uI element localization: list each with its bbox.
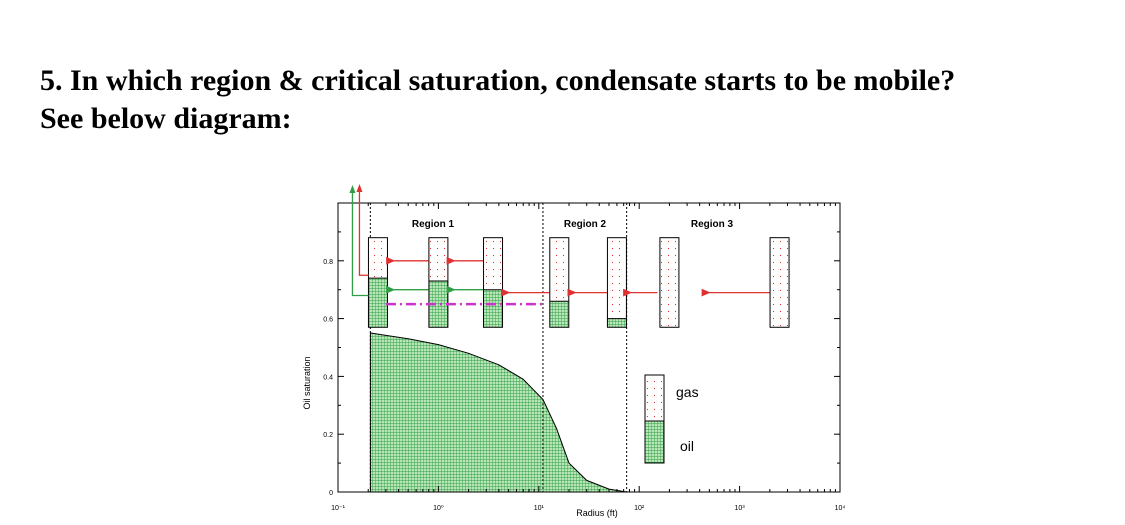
x-tick-label: 10³: [735, 505, 746, 512]
y-tick-label: 0: [329, 490, 333, 497]
cell-outline: [606, 237, 627, 328]
saturation-cell: [483, 237, 504, 328]
legend-oil-swatch: [644, 420, 665, 464]
region-label: Region 3: [691, 219, 734, 230]
legend-oil-label: oil: [680, 438, 694, 454]
cell-outline: [483, 237, 504, 328]
x-tick-label: 10⁰: [433, 504, 444, 512]
y-tick-label: 0.8: [323, 259, 333, 266]
red-exit-arrow: [358, 188, 369, 276]
region-label: Region 1: [412, 219, 455, 230]
saturation-cell: [769, 237, 790, 328]
x-tick-label: 10¹: [534, 505, 545, 512]
oil-saturation-area: [369, 332, 627, 493]
cell-gas: [607, 237, 627, 328]
saturation-cell: [606, 237, 627, 328]
x-tick-label: 10⁴: [835, 505, 846, 512]
y-tick-label: 0.4: [323, 374, 333, 381]
x-axis-ticks: 10⁻¹ 10⁰ 10¹ 10² 10³ 10⁴: [331, 203, 845, 512]
y-axis-ticks: 0 0.2 0.4 0.6 0.8: [323, 231, 840, 497]
cell-gas: [770, 237, 790, 328]
saturation-cell: [549, 237, 570, 328]
legend-gas-label: gas: [676, 384, 699, 400]
saturation-cell: [659, 237, 680, 328]
cell-oil: [607, 318, 627, 328]
red-exit-arrowhead: [356, 184, 363, 192]
cell-outline: [367, 237, 388, 328]
region-label: Region 2: [564, 219, 607, 230]
question-text: 5. In which region & critical saturation…: [40, 62, 1110, 138]
x-axis-title: Radius (ft): [576, 508, 618, 518]
cell-outline: [769, 237, 790, 328]
cell-oil: [428, 281, 448, 328]
flow-arrows: [349, 184, 770, 297]
saturation-cell: [428, 237, 449, 328]
y-axis-title: Oil saturation: [302, 356, 312, 409]
cell-oil: [549, 301, 569, 328]
cell-gas: [659, 237, 679, 328]
cell-outline: [549, 237, 570, 328]
region-labels: Region 1 Region 2 Region 3: [412, 219, 734, 230]
legend-gas-swatch: [644, 374, 665, 422]
cell-outline: [428, 237, 449, 328]
y-tick-label: 0.2: [323, 432, 333, 439]
x-tick-label: 10²: [634, 505, 645, 512]
legend: gas oil: [644, 374, 699, 464]
x-tick-label: 10⁻¹: [331, 505, 345, 512]
cell-oil: [483, 289, 503, 328]
question-line-1: 5. In which region & critical saturation…: [40, 64, 956, 97]
green-exit-arrow: [351, 189, 369, 297]
saturation-cell: [367, 237, 388, 328]
y-tick-label: 0.6: [323, 317, 333, 324]
cell-outline: [659, 237, 680, 328]
question-line-2: See below diagram:: [40, 102, 292, 135]
green-exit-arrowhead: [349, 185, 356, 193]
cell-oil: [368, 278, 388, 328]
saturation-cells: [367, 237, 790, 328]
